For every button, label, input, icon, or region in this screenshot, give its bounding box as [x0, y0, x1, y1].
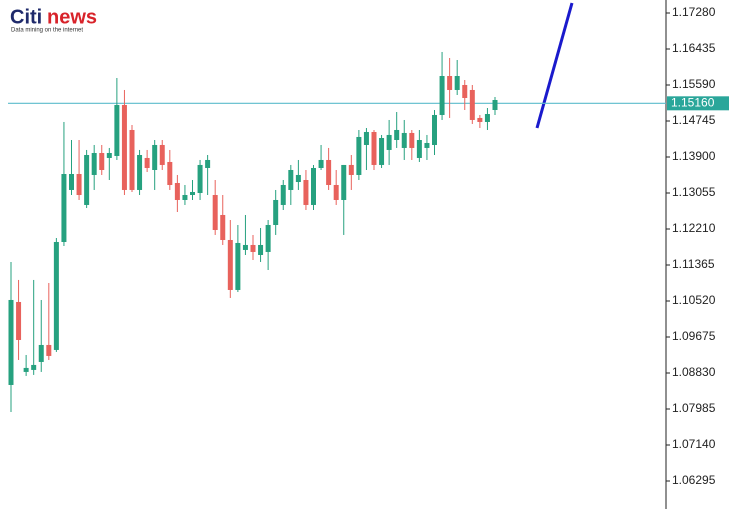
candle-body — [416, 139, 422, 158]
y-tick-label: 1.14745 — [672, 113, 716, 127]
candle-body — [341, 164, 347, 200]
candle-body — [114, 104, 120, 156]
candle-body — [129, 129, 135, 190]
y-tick-label: 1.07140 — [672, 437, 716, 451]
candle-body — [242, 244, 248, 250]
candle-body — [386, 134, 392, 150]
candle-body — [477, 117, 483, 122]
y-tick-label: 1.08830 — [672, 365, 716, 379]
candle-body — [69, 173, 74, 190]
y-tick-label: 1.12210 — [672, 221, 716, 235]
candle-body — [295, 174, 301, 183]
candle-body — [273, 199, 279, 225]
candle-body — [91, 152, 97, 175]
candle-body — [212, 195, 218, 230]
candle-body — [152, 144, 158, 170]
candle-body — [265, 224, 271, 252]
candle-body — [280, 184, 286, 205]
candle-body — [197, 164, 203, 193]
candle-body — [46, 344, 52, 356]
candle-body — [311, 167, 316, 205]
candle-body — [394, 129, 400, 140]
candle-body — [424, 142, 430, 148]
candle-body — [462, 84, 468, 98]
y-tick-label: 1.16435 — [672, 41, 716, 55]
candle-body — [167, 161, 173, 185]
candle-body — [401, 132, 407, 148]
y-tick-label: 1.06295 — [672, 473, 716, 487]
candle-body — [23, 367, 29, 372]
logo: Citi news Data mining on the internet — [10, 6, 97, 33]
candle-body — [227, 239, 233, 290]
candle-body — [348, 164, 354, 175]
candle-body — [318, 159, 324, 168]
candle-body — [137, 154, 143, 190]
candle-body — [121, 104, 127, 190]
candle-body — [182, 195, 188, 200]
candle-body — [205, 159, 211, 168]
candle-body — [492, 99, 498, 111]
candle-body — [16, 301, 22, 340]
y-tick-label: 1.09675 — [672, 329, 716, 343]
candle-body — [409, 132, 415, 148]
candle-body — [159, 144, 165, 165]
logo-tagline: Data mining on the internet — [11, 28, 83, 34]
candle-body — [432, 114, 437, 145]
candle-body — [258, 244, 264, 255]
price-label-bg — [667, 96, 729, 111]
candle-body — [106, 152, 112, 158]
candle-body — [235, 242, 241, 290]
candle-body — [333, 184, 339, 200]
candle-body — [356, 136, 362, 175]
candle-body — [326, 159, 332, 185]
candle-body — [61, 173, 67, 242]
candle-body — [31, 364, 37, 370]
candle-body — [8, 299, 14, 385]
y-tick-label: 1.10520 — [672, 293, 716, 307]
candle-body — [288, 169, 294, 190]
y-tick-label: 1.07985 — [672, 401, 716, 415]
y-tick-label: 1.13900 — [672, 149, 716, 163]
candle-body — [76, 173, 82, 196]
candle-body — [99, 152, 105, 170]
logo-suffix: news — [47, 6, 97, 28]
candle-body — [144, 157, 150, 168]
candle-body — [174, 182, 180, 200]
candle-body — [379, 137, 385, 165]
candle-body — [469, 89, 475, 120]
candle-body — [250, 244, 256, 252]
candle-body — [38, 344, 44, 362]
candle-body — [84, 154, 90, 205]
candle-body — [371, 131, 377, 165]
candle-body — [439, 76, 445, 115]
candle-body — [454, 76, 460, 90]
candle-body — [447, 76, 453, 90]
price-label: 1.15160 — [671, 95, 715, 109]
candle-body — [190, 191, 195, 196]
y-tick-label: 1.11365 — [672, 257, 715, 271]
y-tick-label: 1.17280 — [672, 5, 716, 19]
candle-body — [484, 114, 490, 122]
candle-body — [303, 180, 309, 205]
y-tick-label: 1.13055 — [672, 185, 716, 199]
logo-brand: Citi — [10, 6, 42, 28]
trend-line — [535, 2, 574, 129]
candle-body — [53, 241, 59, 350]
candle-body — [363, 131, 369, 145]
candle-body — [220, 214, 226, 240]
y-tick-label: 1.15590 — [672, 77, 716, 91]
